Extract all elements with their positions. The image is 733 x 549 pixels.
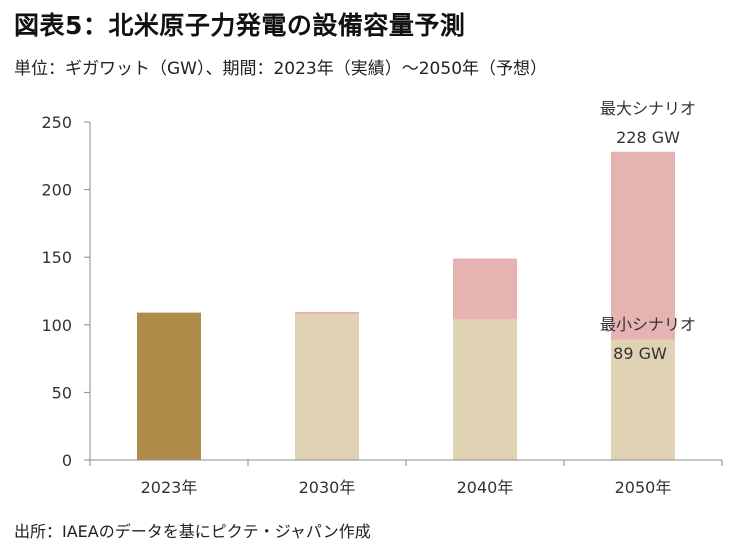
y-tick-label: 250 bbox=[41, 113, 72, 132]
chart-title: 図表5：北米原子力発電の設備容量予測 bbox=[14, 11, 466, 40]
y-tick-label: 0 bbox=[62, 451, 72, 470]
y-tick-label: 200 bbox=[41, 181, 72, 200]
bar-minimum-1 bbox=[295, 313, 359, 460]
min-scenario-value: 89 GW bbox=[613, 344, 667, 363]
max-scenario-value: 228 GW bbox=[616, 128, 680, 147]
source-note: 出所：IAEAのデータを基にピクテ・ジャパン作成 bbox=[14, 522, 371, 541]
axes-group: 0 50 100 150 200 250 2023年 2030年 2040年 2050年 bbox=[41, 113, 723, 497]
y-tick-label: 100 bbox=[41, 316, 72, 335]
max-scenario-label: 最大シナリオ bbox=[600, 99, 696, 118]
x-tick-label: 2030年 bbox=[299, 478, 356, 497]
bars-group bbox=[137, 151, 675, 460]
y-tick-label: 150 bbox=[41, 248, 72, 267]
chart-subtitle: 単位：ギガワット（GW）、期間：2023年（実績）～2050年（予想） bbox=[14, 59, 548, 79]
y-tick-label: 50 bbox=[52, 383, 72, 402]
x-tick-label: 2023年 bbox=[141, 478, 198, 497]
bar-maximum_extra-3 bbox=[611, 151, 675, 340]
x-tick-label: 2040年 bbox=[457, 478, 514, 497]
bar-minimum-3 bbox=[611, 339, 675, 460]
bar-maximum_extra-2 bbox=[453, 258, 517, 320]
bar-minimum-2 bbox=[453, 319, 517, 460]
bar-actual-0 bbox=[137, 312, 201, 460]
bar-maximum_extra-1 bbox=[295, 311, 359, 314]
min-scenario-label: 最小シナリオ bbox=[600, 315, 696, 334]
x-tick-label: 2050年 bbox=[615, 478, 672, 497]
